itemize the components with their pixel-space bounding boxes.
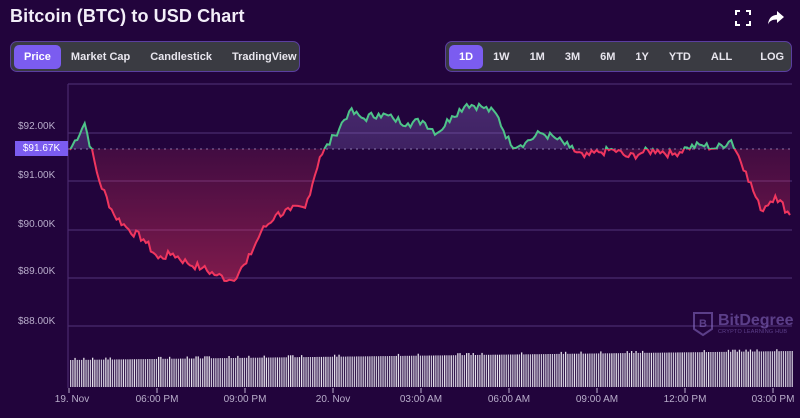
x-tick-0300am: 03:00 AM	[399, 394, 443, 405]
bitdegree-watermark: B BitDegree CRYPTO LEARNING HUB	[692, 311, 794, 337]
chart-type-tabs: Price Market Cap Candlestick TradingView	[10, 41, 300, 72]
tab-tradingview[interactable]: TradingView	[231, 50, 297, 63]
x-tick-0900am: 09:00 AM	[575, 394, 619, 405]
price-area	[70, 149, 790, 281]
y-tick-91k: $91.00K	[18, 170, 56, 181]
range-1d[interactable]: 1D	[449, 44, 484, 69]
x-axis-ticks	[68, 388, 774, 393]
x-tick-0600am: 06:00 AM	[487, 394, 531, 405]
range-tabs: 1D 1W 1M 3M 6M 1Y YTD ALL LOG	[445, 41, 792, 72]
y-tick-92k: $92.00K	[18, 121, 56, 132]
y-tick-89k: $89.00K	[18, 266, 56, 277]
watermark-tagline: CRYPTO LEARNING HUB	[718, 329, 788, 335]
x-tick-19-nov: 19. Nov	[54, 394, 90, 405]
page-title: Bitcoin (BTC) to USD Chart	[10, 6, 245, 26]
x-tick-20-nov: 20. Nov	[315, 394, 351, 405]
volume-bars	[70, 349, 793, 387]
range-1m[interactable]: 1M	[529, 50, 545, 63]
range-3m[interactable]: 3M	[564, 50, 581, 63]
svg-text:B: B	[699, 318, 707, 330]
tab-candlestick[interactable]: Candlestick	[150, 50, 212, 63]
x-tick-0900pm: 09:00 PM	[223, 394, 267, 405]
share-icon[interactable]	[766, 8, 786, 28]
x-tick-1200pm: 12:00 PM	[663, 394, 707, 405]
bitdegree-logo-icon: B	[693, 312, 713, 337]
range-all[interactable]: ALL	[710, 50, 733, 63]
tab-price[interactable]: Price	[14, 44, 61, 69]
watermark-name: BitDegree	[718, 312, 794, 329]
fullscreen-icon[interactable]	[733, 8, 753, 28]
price-area-up	[70, 103, 790, 149]
range-6m[interactable]: 6M	[600, 50, 616, 63]
y-tick-88k: $88.00K	[18, 316, 56, 327]
current-price-tag: $91.67K	[15, 141, 68, 156]
x-tick-0600pm: 06:00 PM	[135, 394, 179, 405]
log-toggle[interactable]: LOG	[760, 50, 785, 63]
range-ytd[interactable]: YTD	[668, 50, 691, 63]
x-tick-0300pm: 03:00 PM	[751, 394, 795, 405]
range-1y[interactable]: 1Y	[635, 50, 649, 63]
range-1w[interactable]: 1W	[493, 50, 510, 63]
y-tick-90k: $90.00K	[18, 219, 56, 230]
tab-market-cap[interactable]: Market Cap	[70, 50, 131, 63]
